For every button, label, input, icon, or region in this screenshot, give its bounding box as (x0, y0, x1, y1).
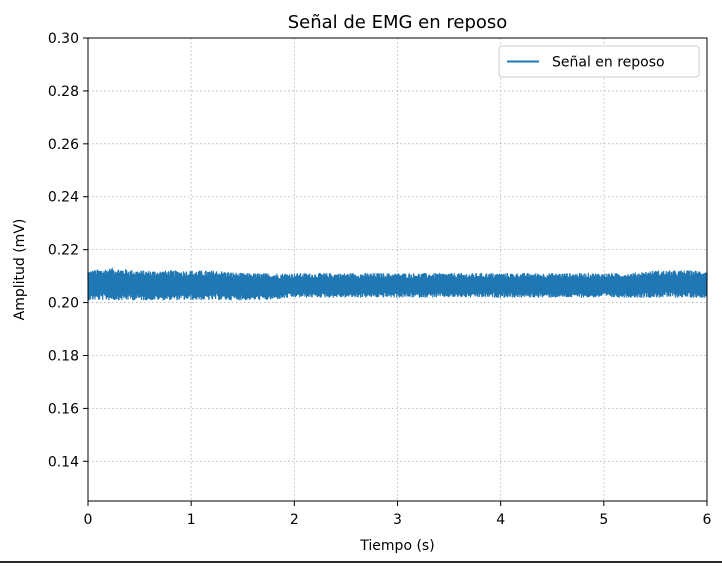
x-tick-label: 2 (290, 512, 299, 528)
y-tick-label: 0.20 (48, 296, 79, 312)
legend-label: Señal en reposo (552, 55, 665, 71)
y-tick-label: 0.28 (48, 84, 79, 100)
x-tick-label: 5 (599, 512, 608, 528)
y-tick-label: 0.24 (48, 190, 79, 206)
y-axis-label: Amplitud (mV) (12, 219, 28, 321)
x-axis-label: Tiempo (s) (359, 538, 434, 554)
grid-lines (87, 37, 708, 501)
y-tick-label: 0.16 (48, 401, 79, 417)
legend-box (498, 45, 700, 78)
y-axis-ticks: 0.14 0.16 0.18 0.20 0.22 0.24 0.26 0.28 0.30 (48, 31, 88, 470)
y-tick-label: 0.22 (48, 243, 79, 259)
signal-line (87, 267, 708, 301)
x-tick-label: 6 (703, 512, 712, 528)
window-bottom-border (0, 561, 722, 569)
x-axis-ticks: 0 1 2 3 4 5 6 (84, 501, 712, 528)
x-tick-label: 0 (84, 512, 93, 528)
y-tick-label: 0.30 (48, 31, 79, 47)
x-tick-label: 3 (393, 512, 402, 528)
y-tick-label: 0.26 (48, 137, 79, 153)
y-tick-label: 0.14 (48, 454, 79, 470)
y-tick-label: 0.18 (48, 348, 79, 364)
legend: Señal en reposo (498, 45, 700, 78)
x-tick-label: 1 (187, 512, 196, 528)
data-series (87, 267, 708, 301)
x-tick-label: 4 (496, 512, 505, 528)
chart-title: Señal de EMG en reposo (288, 12, 508, 33)
